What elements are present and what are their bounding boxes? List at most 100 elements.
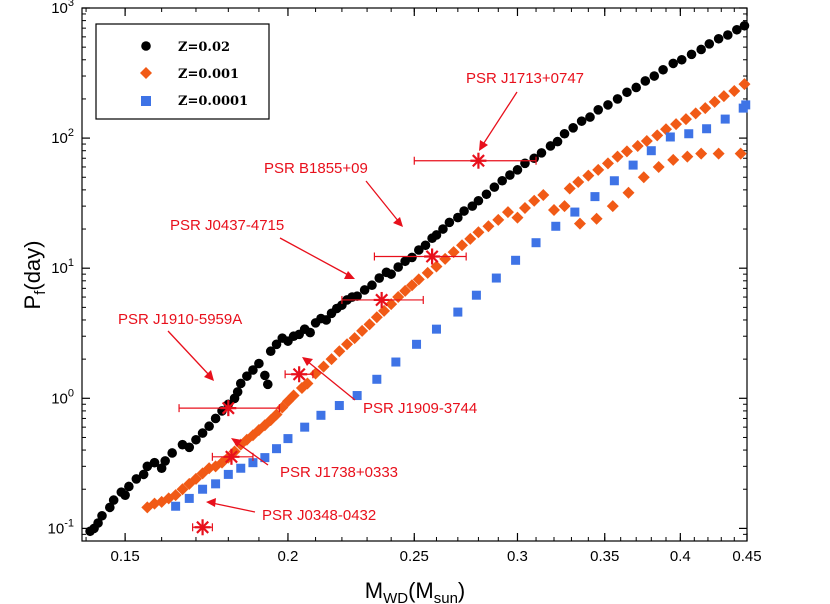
x-tick-label: 0.45	[732, 548, 761, 565]
data-point	[413, 245, 424, 255]
x-axis-ticks: 0.15 0.2 0.25 0.3 0.35 0.4 0.45	[85, 8, 762, 565]
series-Z=0.0001	[171, 100, 751, 511]
data-point	[640, 76, 651, 86]
data-point	[131, 474, 142, 484]
data-point	[492, 213, 505, 226]
data-point	[348, 332, 361, 345]
data-point	[420, 240, 431, 251]
data-point	[138, 469, 149, 480]
data-point	[386, 269, 396, 279]
data-point	[536, 148, 547, 158]
data-point	[97, 510, 107, 521]
x-tick-label: 0.2	[278, 548, 299, 565]
data-point	[260, 453, 270, 463]
data-point	[242, 371, 252, 381]
psr-arrow-j0437	[279, 237, 351, 277]
data-point	[741, 100, 751, 110]
data-point	[592, 163, 605, 176]
psr-arrow-b1855	[365, 180, 400, 223]
data-point	[367, 280, 377, 291]
data-point	[262, 379, 273, 390]
data-point	[142, 461, 153, 472]
y-tick-label: 102	[51, 127, 74, 147]
data-point	[491, 273, 501, 283]
data-point	[501, 206, 514, 219]
data-point	[511, 255, 521, 265]
data-point	[734, 147, 747, 160]
data-point	[439, 252, 452, 265]
pulsar-star	[471, 154, 485, 168]
legend-marker-z00001	[141, 96, 151, 106]
data-point	[590, 192, 600, 202]
psr-arrowhead-j1738	[231, 438, 242, 447]
pulsar-marker	[413, 152, 537, 169]
psr-label-j1713: PSR J1713+0747	[466, 70, 584, 87]
data-point	[572, 175, 585, 188]
data-point	[464, 232, 477, 245]
data-point	[531, 238, 541, 248]
data-point	[622, 87, 632, 98]
data-point	[720, 114, 730, 124]
data-point	[545, 141, 556, 151]
data-point	[334, 401, 344, 411]
data-point	[156, 463, 167, 474]
data-point	[611, 150, 624, 163]
data-point	[399, 284, 412, 297]
psr-arrowhead-j0348	[206, 498, 216, 507]
data-point	[356, 324, 369, 337]
psr-label-j1738: PSR J1738+0333	[280, 464, 398, 481]
pulsar-marker	[341, 291, 424, 308]
data-point	[453, 307, 463, 317]
data-point	[489, 182, 500, 192]
pulsar-layer	[178, 152, 537, 536]
data-point	[512, 165, 523, 175]
x-axis-title-close: )	[458, 578, 465, 603]
data-point	[265, 346, 276, 357]
data-point	[563, 182, 576, 195]
x-tick-label: 0.3	[507, 548, 528, 565]
y-tick-label: 103	[51, 0, 74, 17]
data-point	[93, 518, 103, 528]
data-point	[713, 33, 724, 44]
psr-label-j1909: PSR J1909-3744	[363, 400, 477, 417]
data-point	[283, 434, 293, 444]
psr-label-j0348: PSR J0348-0432	[262, 507, 376, 524]
data-point	[473, 195, 484, 206]
data-point	[363, 318, 376, 331]
data-point	[482, 220, 495, 233]
data-point	[352, 391, 362, 401]
data-point	[359, 285, 370, 295]
psr-arrow-j1738	[235, 441, 269, 466]
data-point	[300, 422, 310, 432]
data-point	[481, 189, 492, 200]
x-tick-label: 0.25	[400, 548, 429, 565]
pulsar-marker	[284, 366, 314, 383]
x-axis-title-open: (M	[408, 578, 434, 603]
data-point	[559, 128, 570, 139]
data-point	[316, 410, 326, 420]
data-point	[739, 20, 750, 31]
data-point	[248, 458, 258, 468]
data-point	[622, 186, 635, 199]
annotations: PSR J1713+0747 PSR B1855+09 PSR J0437-47…	[118, 70, 584, 524]
pulsar-star	[196, 520, 210, 534]
data-point	[453, 212, 463, 223]
x-axis-title-sub1: WD	[383, 590, 408, 604]
data-point	[520, 158, 530, 169]
data-point	[232, 387, 243, 397]
pulsar-star	[221, 401, 235, 415]
data-point	[676, 54, 687, 65]
data-point	[603, 100, 613, 110]
legend-marker-z002	[141, 41, 151, 51]
data-point	[551, 221, 561, 231]
data-point	[601, 157, 614, 170]
y-tick-label: 100	[51, 387, 74, 407]
psr-label-j1910: PSR J1910-5959A	[118, 311, 242, 328]
data-point	[576, 116, 587, 126]
data-point	[637, 171, 650, 184]
x-axis-title-main: M	[365, 578, 383, 603]
legend-label-z0001: Z=0.001	[178, 67, 239, 82]
data-point	[732, 24, 742, 35]
x-tick-label: 0.35	[590, 548, 619, 565]
data-point	[631, 139, 644, 152]
